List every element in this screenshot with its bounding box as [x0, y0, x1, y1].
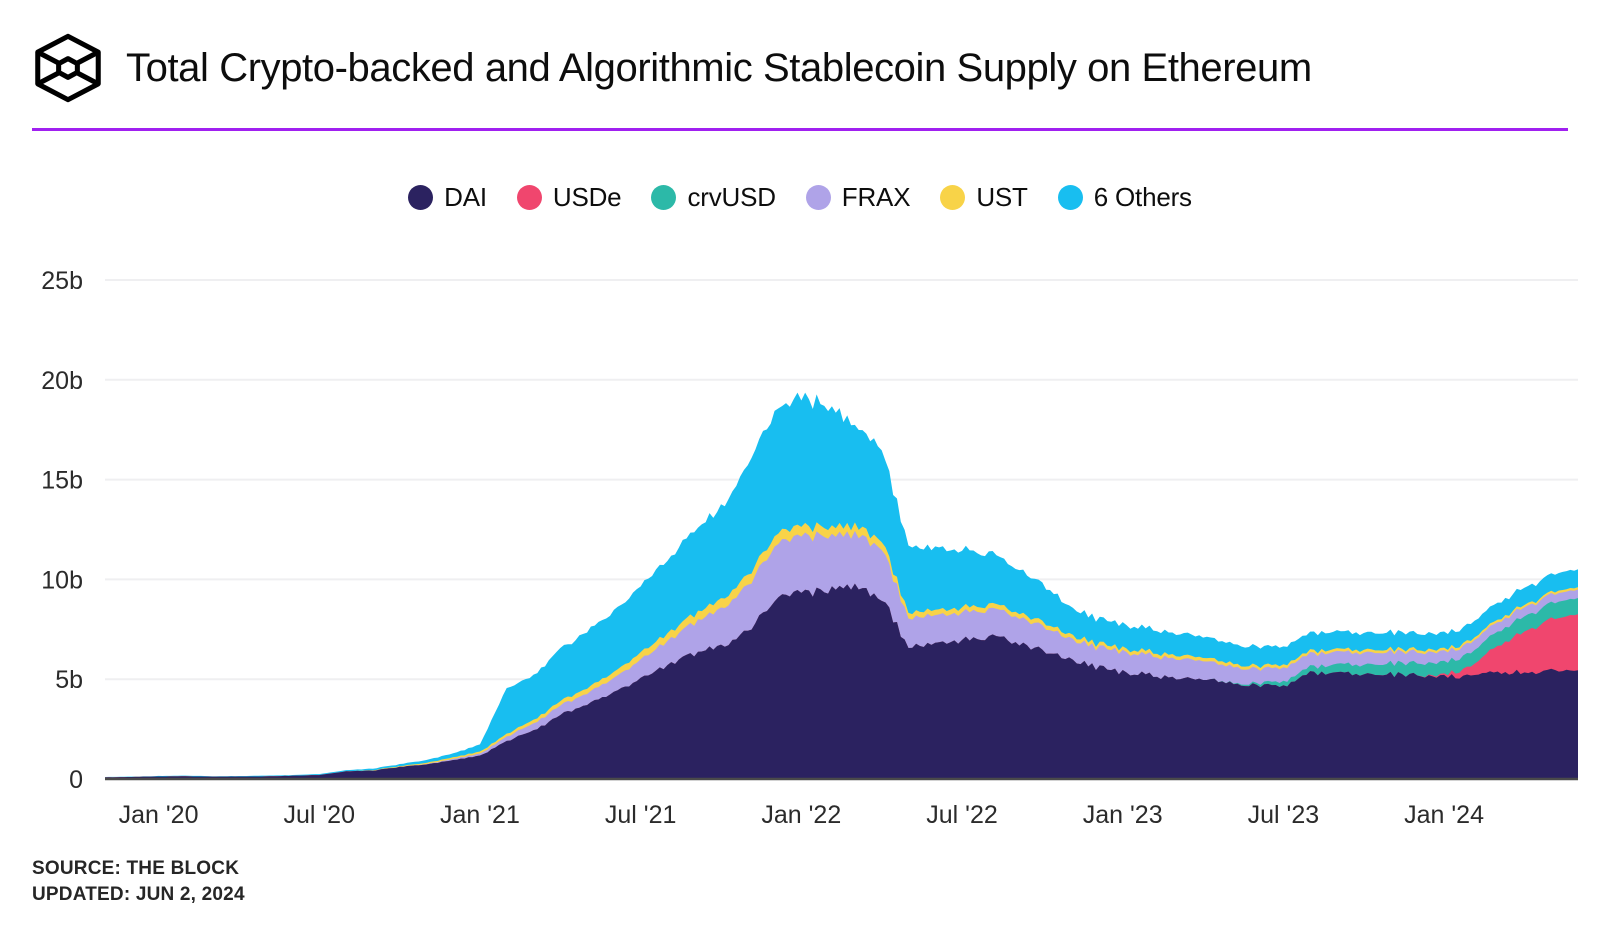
- legend-item-label: DAI: [444, 182, 487, 212]
- page-title: Total Crypto-backed and Algorithmic Stab…: [126, 46, 1312, 90]
- legend-item-crvusd[interactable]: crvUSD: [651, 182, 776, 213]
- legend-item-label: 6 Others: [1093, 182, 1192, 212]
- x-axis-tick-label: Jan '21: [440, 801, 520, 829]
- y-axis-tick-label: 0: [69, 766, 83, 794]
- x-axis-tick-label: Jul '22: [926, 801, 997, 829]
- legend-item-frax[interactable]: FRAX: [805, 182, 911, 213]
- chart-header: Total Crypto-backed and Algorithmic Stab…: [0, 0, 1600, 110]
- legend-item-6-others[interactable]: 6 Others: [1057, 182, 1192, 213]
- legend-item-ust[interactable]: UST: [940, 182, 1028, 213]
- the-block-cube-logo: [32, 32, 104, 104]
- y-axis-tick-label: 20b: [41, 367, 83, 395]
- legend-item-label: UST: [976, 182, 1028, 212]
- legend-swatch-icon: [516, 185, 542, 210]
- chart-legend: DAI USDe crvUSD FRAX UST 6 Others: [0, 182, 1600, 213]
- header-divider: [32, 128, 1568, 131]
- legend-swatch-icon: [805, 185, 831, 210]
- y-axis-tick-label: 5b: [55, 666, 83, 694]
- x-axis-tick-label: Jul '21: [605, 801, 676, 829]
- y-axis-tick-label: 15b: [41, 467, 83, 495]
- x-axis-tick-label: Jul '20: [284, 801, 355, 829]
- x-axis-tick-label: Jan '22: [761, 801, 841, 829]
- legend-item-usde[interactable]: USDe: [516, 182, 622, 213]
- chart-footer: SOURCE: THE BLOCK UPDATED: JUN 2, 2024: [32, 856, 245, 907]
- updated-label: UPDATED: JUN 2, 2024: [32, 883, 245, 905]
- legend-item-label: USDe: [552, 182, 622, 212]
- legend-item-label: crvUSD: [687, 182, 776, 212]
- legend-swatch-icon: [651, 185, 677, 210]
- source-label: SOURCE: THE BLOCK: [32, 858, 240, 880]
- area-series-dai[interactable]: [105, 583, 1578, 779]
- y-axis-tick-label: 10b: [41, 566, 83, 594]
- legend-swatch-icon: [408, 185, 434, 210]
- stacked-area-chart: 0 5b 10b 15b 20b 25b Jan '20 Jul '20 Jan '21 Jul …: [41, 267, 1578, 829]
- chart-plot-area: 0 5b 10b 15b 20b 25b Jan '20 Jul '20 Jan '21 Jul …: [0, 228, 1600, 848]
- x-axis-tick-label: Jul '23: [1248, 801, 1319, 829]
- x-axis-tick-label: Jan '23: [1083, 801, 1163, 829]
- legend-swatch-icon: [940, 185, 966, 210]
- y-axis-tick-label: 25b: [41, 267, 83, 295]
- x-axis-tick-label: Jan '24: [1404, 801, 1484, 829]
- legend-swatch-icon: [1057, 185, 1083, 210]
- x-axis-tick-label: Jan '20: [119, 801, 199, 829]
- legend-item-dai[interactable]: DAI: [408, 182, 487, 213]
- legend-item-label: FRAX: [841, 182, 911, 212]
